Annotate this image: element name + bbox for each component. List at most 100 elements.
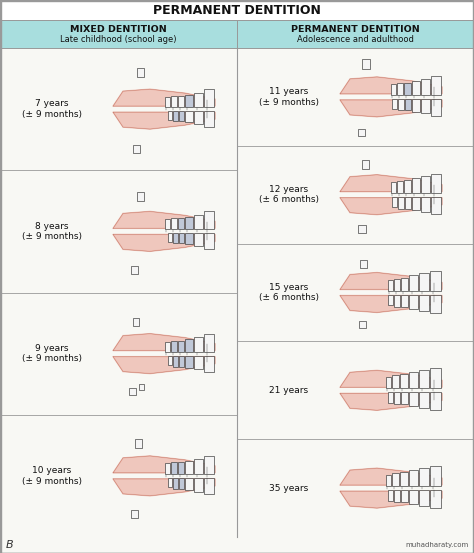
Polygon shape [340, 273, 442, 290]
Bar [421, 79, 430, 95]
Bar [401, 490, 408, 502]
Bar [204, 211, 214, 229]
Bar [185, 356, 193, 368]
Bar [412, 99, 420, 112]
Bar [430, 392, 441, 410]
Text: PERMANENT DENTITION: PERMANENT DENTITION [153, 3, 321, 17]
Bar [388, 392, 393, 403]
Bar [394, 490, 400, 502]
Bar [178, 462, 184, 474]
Bar [392, 197, 397, 207]
Bar [391, 84, 396, 95]
Bar [397, 181, 403, 192]
Bar [431, 197, 441, 213]
Bar [131, 510, 138, 518]
Polygon shape [340, 371, 442, 387]
Bar [168, 478, 172, 487]
Bar [0, 0, 474, 20]
Bar [398, 197, 404, 208]
Bar [430, 295, 441, 312]
Polygon shape [340, 491, 442, 508]
Bar [388, 279, 393, 290]
Text: 11 years
(± 9 months): 11 years (± 9 months) [259, 87, 319, 107]
Text: Late childhood (school age): Late childhood (school age) [60, 34, 177, 44]
Bar [137, 68, 144, 77]
Text: 21 years: 21 years [269, 386, 309, 395]
Bar [401, 278, 408, 290]
Bar [404, 180, 411, 192]
Bar [430, 466, 441, 486]
Bar [194, 478, 203, 492]
Bar [194, 93, 203, 107]
Bar [362, 160, 369, 169]
Polygon shape [340, 468, 442, 485]
Bar [400, 472, 408, 486]
Bar [358, 225, 366, 233]
Text: muhadharaty.com: muhadharaty.com [406, 542, 469, 548]
Bar [204, 89, 214, 107]
Bar [386, 377, 391, 388]
Bar [412, 197, 420, 210]
Bar [171, 341, 177, 352]
Bar [178, 218, 184, 229]
Text: Adolescence and adulthood: Adolescence and adulthood [297, 34, 414, 44]
Bar [419, 273, 429, 290]
Bar [194, 111, 203, 124]
Bar [137, 192, 144, 201]
Bar [204, 356, 214, 372]
Polygon shape [340, 100, 442, 117]
Bar [0, 20, 237, 48]
Bar [388, 295, 393, 305]
Bar [185, 478, 193, 490]
Polygon shape [340, 175, 442, 192]
Text: 9 years
(± 9 months): 9 years (± 9 months) [22, 344, 82, 363]
Bar [194, 356, 203, 369]
Bar [185, 461, 193, 474]
Bar [185, 111, 193, 122]
Bar [404, 83, 411, 95]
Bar [179, 478, 184, 489]
Bar [185, 95, 193, 107]
Text: 8 years
(± 9 months): 8 years (± 9 months) [22, 222, 82, 241]
Bar [185, 217, 193, 229]
Polygon shape [113, 357, 215, 374]
Bar [409, 274, 418, 290]
Polygon shape [340, 77, 442, 94]
Bar [409, 470, 418, 486]
Bar [194, 215, 203, 229]
Bar [419, 468, 429, 486]
Polygon shape [113, 112, 215, 129]
Bar [173, 233, 178, 243]
Bar [173, 111, 178, 121]
Bar [173, 356, 178, 367]
Bar [168, 233, 172, 242]
Bar [168, 356, 172, 364]
Bar [409, 490, 418, 504]
Bar [185, 233, 193, 244]
Bar [409, 392, 418, 406]
Bar [419, 392, 429, 408]
Bar [129, 388, 136, 395]
Bar [405, 197, 411, 208]
Bar [419, 295, 429, 310]
Polygon shape [340, 295, 442, 312]
Bar [394, 295, 400, 306]
Bar [179, 233, 184, 243]
Bar [237, 20, 474, 48]
Text: 15 years
(± 6 months): 15 years (± 6 months) [259, 283, 319, 302]
Bar [133, 145, 140, 153]
Bar [360, 259, 367, 268]
Bar [398, 99, 404, 110]
Bar [178, 341, 184, 352]
Bar [409, 295, 418, 309]
Bar [430, 368, 441, 388]
Bar [431, 174, 441, 192]
Polygon shape [113, 89, 215, 106]
Text: 35 years: 35 years [269, 484, 309, 493]
Bar [392, 375, 399, 388]
Bar [0, 48, 474, 537]
Bar [412, 178, 420, 192]
Polygon shape [113, 479, 215, 496]
Bar [171, 96, 177, 107]
Bar [358, 129, 365, 136]
